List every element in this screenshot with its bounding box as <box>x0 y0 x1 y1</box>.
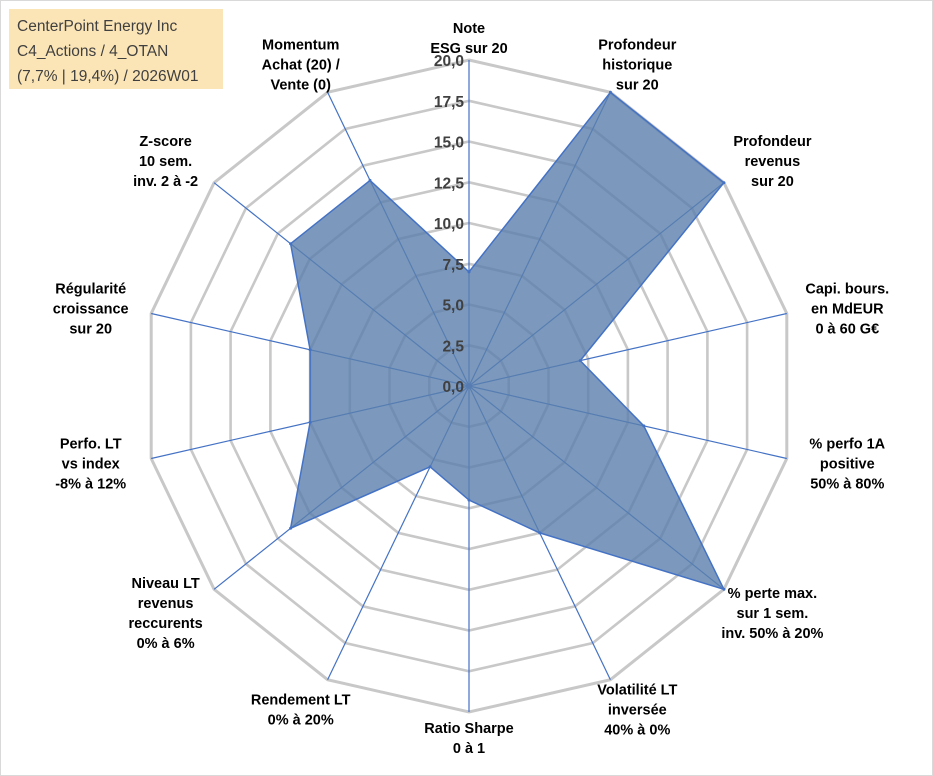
axis-label-line: Profondeur <box>598 38 676 54</box>
axis-label-line: 0 à 60 G€ <box>815 322 879 338</box>
data-points <box>289 90 726 591</box>
axis-label-line: Momentum <box>262 38 339 54</box>
axis-label-line: Profondeur <box>733 134 811 150</box>
axis-label-line: inversée <box>608 703 667 719</box>
axis-label-line: -8% à 12% <box>55 476 126 492</box>
info-box: CenterPoint Energy Inc C4_Actions / 4_OT… <box>9 9 223 89</box>
company-name: CenterPoint Energy Inc <box>17 18 178 35</box>
axis-label-line: Perfo. LT <box>60 436 122 452</box>
axis-label-line: sur 1 sem. <box>737 606 809 622</box>
data-point <box>289 242 293 246</box>
data-point <box>467 270 471 274</box>
axis-label-line: revenus <box>745 154 801 170</box>
axis-label-line: Régularité <box>55 282 126 298</box>
series-area <box>289 91 725 591</box>
axis-label-line: Achat (20) / <box>262 58 340 74</box>
axis-label-line: reccurents <box>129 616 203 632</box>
tick-labels: 0,0 2,5 5,0 7,5 10,0 12,5 15,0 17,5 20,0 <box>434 53 465 396</box>
axis-label: Profondeur historique sur 20 <box>598 38 676 94</box>
tick-label: 10,0 <box>434 216 464 233</box>
data-point <box>308 348 312 352</box>
axis-label: Perfo. LT vs index -8% à 12% <box>55 436 126 492</box>
axis-label: Profondeur revenus sur 20 <box>733 134 811 190</box>
axis-label: Rendement LT 0% à 20% <box>251 693 351 729</box>
axis-label: Volatilité LT inversée 40% à 0% <box>597 683 677 739</box>
axis-label-line: inv. 50% à 20% <box>721 626 823 642</box>
axis-label-line: sur 20 <box>616 78 659 94</box>
axis-label-line: historique <box>602 58 672 74</box>
axis-label: Note ESG sur 20 <box>430 21 507 57</box>
data-point <box>289 526 293 530</box>
axis-label-line: 0% à 6% <box>137 636 195 652</box>
data-point <box>308 420 312 424</box>
axis-label-line: ESG sur 20 <box>430 41 507 57</box>
data-point <box>538 531 542 535</box>
axis-label-line: vs index <box>62 456 120 472</box>
performance-stats: (7,7% | 19,4%) / 2026W01 <box>17 68 199 85</box>
portfolio-label: C4_Actions / 4_OTAN <box>17 43 169 60</box>
axis-label: Momentum Achat (20) / Vente (0) <box>262 38 340 94</box>
axis-label-line: 40% à 0% <box>604 723 670 739</box>
axis-label: Z-score 10 sem. inv. 2 à -2 <box>133 134 198 190</box>
tick-label: 17,5 <box>434 94 465 111</box>
axis-label-line: Capi. bours. <box>805 282 889 298</box>
tick-label: 12,5 <box>434 175 465 192</box>
tick-label: 20,0 <box>434 53 464 70</box>
axis-label-line: 10 sem. <box>139 154 192 170</box>
axis-label-line: % perte max. <box>728 586 817 602</box>
axis-label: Régularité croissance sur 20 <box>53 282 129 338</box>
data-point <box>578 359 582 363</box>
axis-label-line: Volatilité LT <box>597 683 677 699</box>
tick-label: 7,5 <box>442 257 464 274</box>
axis-label-line: 0% à 20% <box>268 713 334 729</box>
axis-label-line: revenus <box>138 596 194 612</box>
axis-label-line: % perfo 1A <box>809 436 885 452</box>
data-point <box>608 90 612 94</box>
axis-label-line: Note <box>453 21 485 37</box>
axis-label-line: Z-score <box>139 134 191 150</box>
axis-label-line: sur 20 <box>751 174 794 190</box>
axis-label-line: inv. 2 à -2 <box>133 174 198 190</box>
axis-label-line: Rendement LT <box>251 693 351 709</box>
data-point <box>428 465 432 469</box>
axis-label: Ratio Sharpe 0 à 1 <box>424 721 513 757</box>
axis-label-line: Vente (0) <box>270 78 331 94</box>
axis-label-line: en MdEUR <box>811 302 884 318</box>
data-point <box>722 587 726 591</box>
axis-label: Capi. bours. en MdEUR 0 à 60 G€ <box>805 282 889 338</box>
tick-label: 5,0 <box>442 298 464 315</box>
data-point <box>467 498 471 502</box>
axis-label-line: positive <box>820 456 875 472</box>
data-point <box>642 424 646 428</box>
axis-label-line: 50% à 80% <box>810 476 884 492</box>
axis-label: Niveau LT revenus reccurents 0% à 6% <box>129 576 203 652</box>
axis-label: % perte max. sur 1 sem. inv. 50% à 20% <box>721 586 823 642</box>
axis-label-line: croissance <box>53 302 129 318</box>
tick-label: 15,0 <box>434 135 464 152</box>
axis-labels: Note ESG sur 20 Profondeur historique sur 20… <box>53 21 889 757</box>
axis-label-line: sur 20 <box>69 322 112 338</box>
axis-label: % perfo 1A positive 50% à 80% <box>809 436 885 492</box>
tick-label: 0,0 <box>442 379 464 396</box>
axis-label-line: Ratio Sharpe <box>424 721 513 737</box>
axis-label-line: Niveau LT <box>131 576 199 592</box>
data-point <box>722 181 726 185</box>
axis-label-line: 0 à 1 <box>453 741 485 757</box>
tick-label: 2,5 <box>442 338 464 355</box>
data-point <box>368 178 372 182</box>
